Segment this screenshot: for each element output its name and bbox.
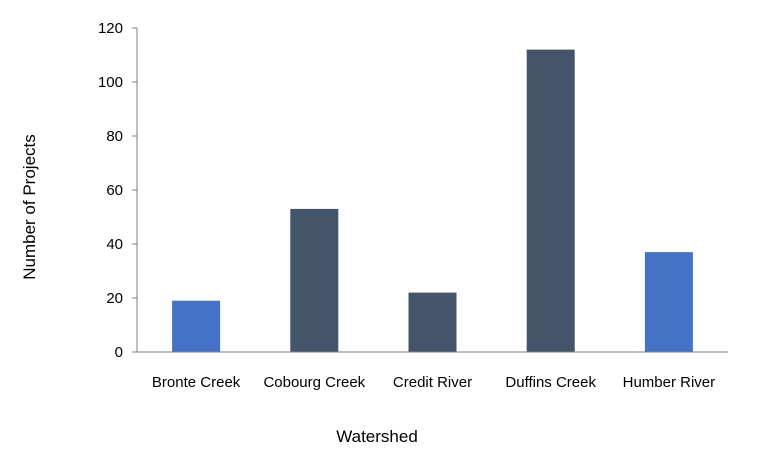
bar-humber-river	[644, 252, 693, 352]
bar-duffins-creek	[526, 49, 575, 352]
y-tick-label: 80	[106, 128, 123, 145]
y-tick-label: 0	[115, 344, 123, 361]
y-tick-label: 100	[98, 74, 123, 91]
y-tick-label: 60	[106, 182, 123, 199]
bars	[172, 49, 693, 352]
y-tick-label: 40	[106, 236, 123, 253]
x-axis-title: Watershed	[336, 427, 418, 446]
y-tick-label: 20	[106, 290, 123, 307]
x-tick-label: Cobourg Creek	[263, 374, 365, 391]
bar-cobourg-creek	[290, 208, 339, 352]
bar-credit-river	[408, 292, 457, 352]
x-tick-label: Bronte Creek	[152, 374, 241, 391]
x-tick-label: Duffins Creek	[505, 374, 596, 391]
x-tick-label: Humber River	[623, 374, 716, 391]
y-tick-label: 120	[98, 20, 123, 37]
x-axis-tick-labels: Bronte Creek Cobourg Creek Credit River Duf…	[152, 374, 715, 391]
y-axis-title: Number of Projects	[20, 134, 39, 280]
y-axis-ticks: 0 20 40 60 80 100 120	[98, 20, 137, 361]
bar-bronte-creek	[172, 300, 221, 352]
x-tick-label: Credit River	[393, 374, 472, 391]
